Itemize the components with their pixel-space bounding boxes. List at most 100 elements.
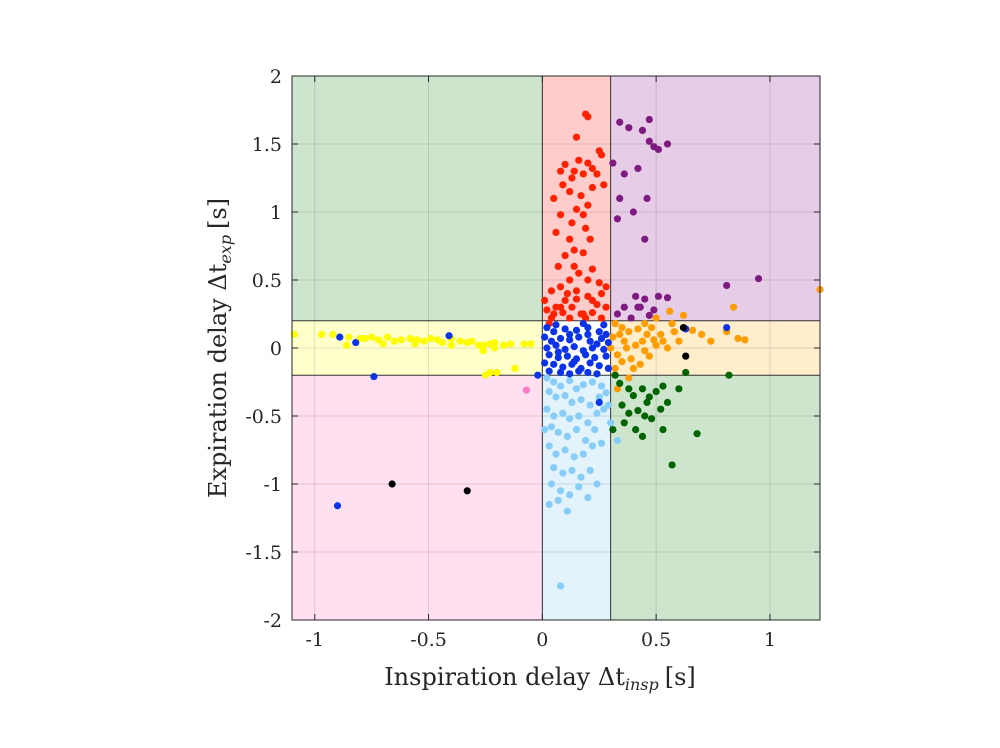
data-point-light-blue	[575, 483, 583, 491]
data-point-light-blue	[554, 496, 562, 504]
data-point-light-blue	[556, 487, 565, 495]
series-purple	[609, 115, 763, 322]
data-point-yellow	[343, 341, 351, 349]
data-point-yellow	[481, 371, 490, 379]
y-tick-label: 0.5	[252, 270, 282, 292]
data-point-light-blue	[552, 393, 560, 401]
y-tick-label: 1.5	[252, 134, 282, 156]
data-point-dark-green	[609, 426, 617, 434]
data-point-light-blue	[556, 582, 565, 590]
data-point-yellow	[447, 341, 455, 349]
data-point-blue	[586, 337, 594, 345]
data-point-light-blue	[563, 432, 571, 440]
data-point-black	[679, 324, 688, 332]
data-point-red	[577, 192, 585, 200]
data-point-orange	[652, 341, 660, 349]
data-point-yellow	[427, 334, 435, 343]
data-point-light-blue	[545, 442, 553, 450]
data-point-yellow	[438, 338, 446, 347]
data-point-blue	[586, 359, 594, 367]
data-point-blue	[575, 333, 583, 341]
data-point-light-blue	[566, 377, 574, 385]
data-point-red	[588, 164, 597, 173]
data-point-blue	[445, 332, 453, 340]
data-point-orange	[632, 341, 640, 349]
data-point-dark-green	[638, 385, 647, 393]
data-point-yellow	[411, 340, 419, 348]
data-point-orange	[613, 351, 622, 359]
data-point-light-blue	[547, 423, 556, 431]
data-point-dark-green	[638, 432, 647, 440]
data-point-purple	[634, 303, 642, 311]
data-point-light-blue	[545, 500, 553, 508]
y-axis-label: Expiration delay Δtexp [s]	[204, 198, 235, 498]
data-point-orange	[668, 319, 676, 328]
data-point-blue	[579, 319, 587, 328]
data-point-orange	[641, 347, 649, 355]
data-point-purple	[625, 124, 633, 132]
data-point-dark-green	[616, 379, 624, 387]
data-point-light-blue	[604, 401, 612, 409]
data-point-blue	[543, 344, 551, 352]
data-point-red	[584, 159, 592, 167]
data-point-red	[584, 276, 592, 284]
data-point-dark-green	[659, 426, 667, 434]
data-point-orange	[645, 352, 653, 360]
data-point-light-blue	[597, 382, 606, 390]
data-point-blue	[370, 372, 378, 381]
data-point-purple	[620, 170, 628, 178]
region-bottom-left	[292, 375, 543, 620]
data-point-orange	[650, 336, 658, 344]
data-point-blue	[595, 398, 603, 406]
data-point-light-blue	[566, 491, 574, 499]
region-bottom-center	[542, 375, 611, 620]
x-axis-label-subscript: insp	[625, 675, 659, 694]
data-point-red	[568, 174, 576, 182]
data-point-dark-green	[618, 401, 626, 409]
data-point-orange	[625, 374, 633, 382]
x-tick-label: 0.5	[641, 629, 671, 651]
data-point-yellow	[506, 340, 515, 348]
data-point-orange	[707, 337, 715, 345]
region-middle-left	[292, 320, 543, 376]
data-point-red	[581, 224, 590, 232]
data-point-light-blue	[563, 507, 571, 515]
data-point-yellow	[456, 337, 465, 345]
data-point-dark-green	[693, 430, 701, 438]
data-point-dark-green	[643, 398, 651, 406]
data-point-light-blue	[545, 387, 553, 396]
y-tick-label: -1	[263, 474, 282, 496]
data-point-dark-green	[668, 461, 676, 469]
series-dark-green	[609, 368, 733, 469]
data-point-light-blue	[593, 480, 601, 488]
data-point-yellow	[383, 333, 392, 341]
data-point-blue	[597, 334, 606, 343]
series-black	[388, 324, 690, 495]
data-point-red	[561, 160, 569, 168]
data-point-red	[556, 283, 565, 291]
data-point-red	[550, 310, 558, 318]
data-point-dark-green	[611, 371, 619, 379]
data-point-red	[597, 151, 606, 159]
data-point-blue	[723, 324, 731, 332]
data-point-orange	[618, 324, 626, 332]
data-point-red	[584, 113, 592, 121]
data-point-orange	[611, 364, 619, 372]
data-point-light-blue	[561, 446, 569, 454]
data-point-orange	[659, 337, 667, 345]
data-point-light-blue	[550, 412, 558, 420]
data-point-purple	[627, 314, 635, 322]
data-point-light-blue	[556, 382, 565, 390]
data-point-blue	[595, 328, 603, 336]
data-point-blue	[554, 348, 562, 356]
x-tick-label: 0	[536, 629, 548, 651]
data-point-purple	[638, 126, 647, 134]
data-point-purple	[616, 118, 624, 126]
series-orange	[607, 285, 824, 393]
y-axis-label-subscript: exp	[216, 235, 235, 264]
data-point-yellow	[479, 341, 487, 349]
data-point-purple	[641, 235, 649, 243]
x-tick-layer: -1 -0.5 0 0.5 1	[306, 76, 776, 651]
data-point-light-blue	[554, 428, 562, 436]
data-point-dark-green	[659, 382, 667, 390]
